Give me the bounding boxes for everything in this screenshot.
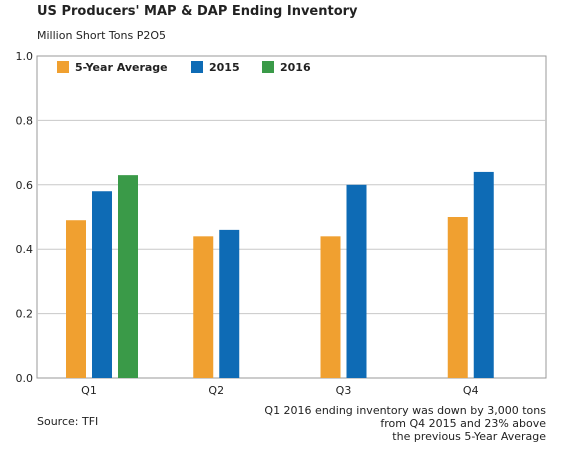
chart-subtitle: Million Short Tons P2O5 [37,29,166,42]
bar-q4-series-0 [447,217,468,378]
bar-q3-series-0 [320,236,341,378]
bar-q3-series-1 [346,184,367,378]
legend-label: 5-Year Average [75,61,168,74]
bar-q1-series-1 [92,191,112,378]
annotation-note: Q1 2016 ending inventory was down by 3,0… [264,404,546,443]
source-note: Source: TFI [37,415,99,428]
y-tick-label: 0.6 [16,179,34,192]
x-tick-label: Q1 [81,384,97,397]
x-tick-label: Q4 [463,384,479,397]
y-tick-label: 1.0 [16,50,34,63]
bar-q1-series-0 [66,220,86,378]
plot-area [36,55,547,379]
legend-swatch [262,61,274,73]
x-tick-label: Q3 [336,384,352,397]
y-tick-label: 0.8 [16,114,34,127]
bar-q2-series-0 [193,236,214,378]
legend-label: 2016 [280,61,311,74]
y-tick-label: 0.2 [16,308,34,321]
y-tick-label: 0.0 [16,372,34,385]
bar-q4-series-1 [473,171,494,378]
chart-title: US Producers' MAP & DAP Ending Inventory [37,4,358,19]
bar-q1-series-2 [118,175,138,378]
bar-q2-series-1 [219,229,240,378]
x-tick-label: Q2 [208,384,224,397]
legend-swatch [191,61,203,73]
y-tick-label: 0.4 [16,243,34,256]
legend-swatch [57,61,69,73]
legend-label: 2015 [209,61,240,74]
